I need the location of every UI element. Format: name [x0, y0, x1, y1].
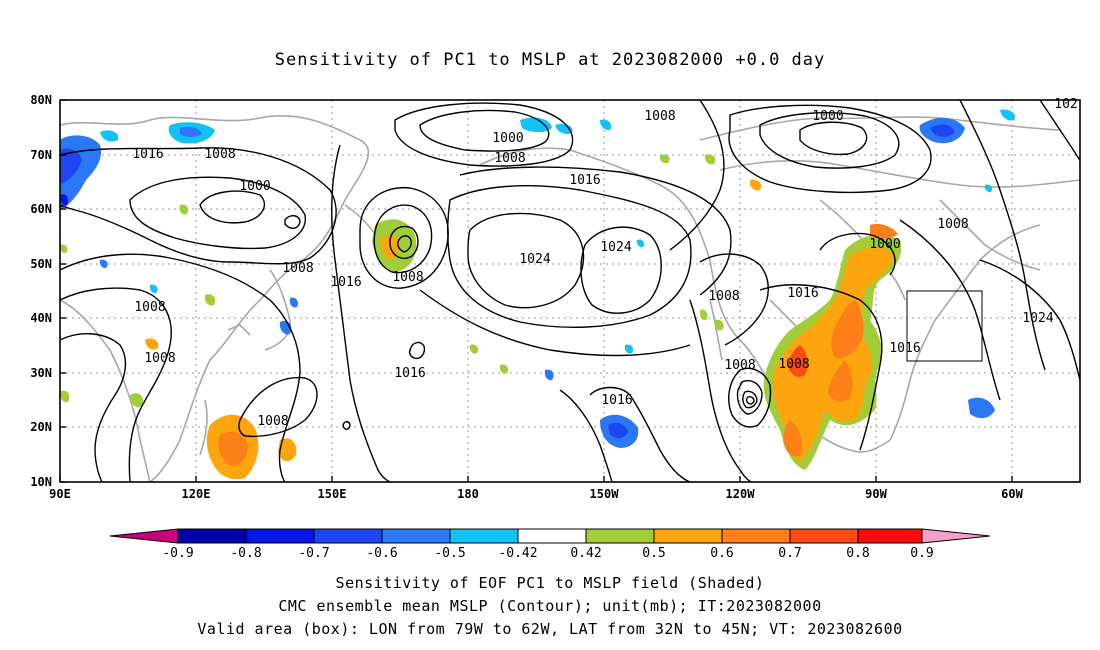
colorbar-label: 0.8 [846, 546, 869, 561]
contour-label: 1008 [204, 147, 235, 162]
contour-label: 1016 [569, 173, 600, 188]
contour-label: 1008 [144, 351, 175, 366]
latitude-labels: 80N 70N 60N 50N 40N 30N 20N 10N [30, 93, 52, 489]
lat-label: 80N [30, 93, 52, 107]
contour-label: 1024 [1022, 311, 1053, 326]
contour-label: 1008 [134, 300, 165, 315]
contour-label: 1008 [257, 414, 288, 429]
lon-label: 150E [318, 487, 347, 501]
colorbar-label: -0.42 [498, 546, 537, 561]
colorbar-cell [450, 529, 518, 543]
colorbar-label: -0.9 [162, 546, 193, 561]
lon-label: 90W [865, 487, 887, 501]
contour-label: 1008 [282, 261, 313, 276]
contour-label: 1016 [394, 366, 425, 381]
lon-label: 180 [457, 487, 479, 501]
colorbar-cell [382, 529, 450, 543]
negative-sensitivity-shading [60, 109, 1016, 448]
colorbar-cell [722, 529, 790, 543]
contour-label: 1016 [601, 393, 632, 408]
contour-label: 1008 [708, 289, 739, 304]
contour-label: 1008 [778, 357, 809, 372]
colorbar-cell [246, 529, 314, 543]
lon-label: 120E [182, 487, 211, 501]
coastlines [60, 114, 1080, 482]
colorbar-label: 0.7 [778, 546, 801, 561]
lon-label: 150W [590, 487, 620, 501]
lat-label: 10N [30, 475, 52, 489]
colorbar-cell [858, 529, 922, 543]
tick-marks [59, 99, 1013, 483]
colorbar-label: -0.8 [230, 546, 261, 561]
colorbar-label: 0.6 [710, 546, 733, 561]
colorbar-cell [314, 529, 382, 543]
valid-area-box [906, 290, 983, 362]
contour-label: 1000 [869, 237, 900, 252]
colorbar-cell [922, 529, 990, 543]
lon-label: 120W [726, 487, 756, 501]
contour-label: 1016 [787, 286, 818, 301]
lat-label: 70N [30, 148, 52, 162]
contour-label: 1000 [239, 179, 270, 194]
colorbar-cell [178, 529, 246, 543]
contour-label: 1024 [600, 240, 631, 255]
contour-label: 1024 [519, 252, 550, 267]
caption-line-1: Sensitivity of EOF PC1 to MSLP field (Sh… [335, 574, 765, 592]
colorbar-cell [790, 529, 858, 543]
contour-label: 1016 [132, 147, 163, 162]
mslp-contours [60, 100, 1080, 482]
contour-label: 102 [1054, 97, 1077, 112]
contour-label: 1008 [392, 270, 423, 285]
longitude-labels: 90E 120E 150E 180 150W 120W 90W 60W [49, 487, 1023, 501]
colorbar-label: 0.5 [642, 546, 665, 561]
colorbar: -0.9 -0.8 -0.7 -0.6 -0.5 -0.42 0.42 0.5 … [109, 528, 991, 561]
lat-label: 60N [30, 202, 52, 216]
colorbar-cell [110, 529, 178, 543]
contour-label: 1008 [494, 151, 525, 166]
colorbar-label: -0.7 [298, 546, 329, 561]
lat-label: 30N [30, 366, 52, 380]
lat-label: 20N [30, 420, 52, 434]
contour-label: 1008 [724, 358, 755, 373]
colorbar-label: 0.9 [910, 546, 933, 561]
lat-label: 40N [30, 311, 52, 325]
contour-label: 1000 [812, 109, 843, 124]
contour-label: 1008 [644, 109, 675, 124]
caption-line-3: Valid area (box): LON from 79W to 62W, L… [197, 620, 903, 638]
caption-line-2: CMC ensemble mean MSLP (Contour); unit(m… [278, 597, 822, 615]
lon-label: 90E [49, 487, 71, 501]
colorbar-label: -0.5 [434, 546, 465, 561]
colorbar-cell [518, 529, 586, 543]
contour-label: 1016 [330, 275, 361, 290]
lat-label: 50N [30, 257, 52, 271]
contour-label: 1016 [889, 341, 920, 356]
colorbar-label: 0.42 [570, 546, 601, 561]
map-frame [59, 99, 1081, 483]
colorbar-label: -0.6 [366, 546, 397, 561]
contour-label: 1000 [492, 131, 523, 146]
lon-label: 60W [1001, 487, 1023, 501]
colorbar-cell [586, 529, 654, 543]
contour-labels: 1008 1000 1008 1016 1000 1016 1008 1000 … [132, 97, 1077, 429]
colorbar-cell [654, 529, 722, 543]
map-title: Sensitivity of PC1 to MSLP at 2023082000… [274, 50, 826, 70]
contour-label: 1008 [937, 217, 968, 232]
